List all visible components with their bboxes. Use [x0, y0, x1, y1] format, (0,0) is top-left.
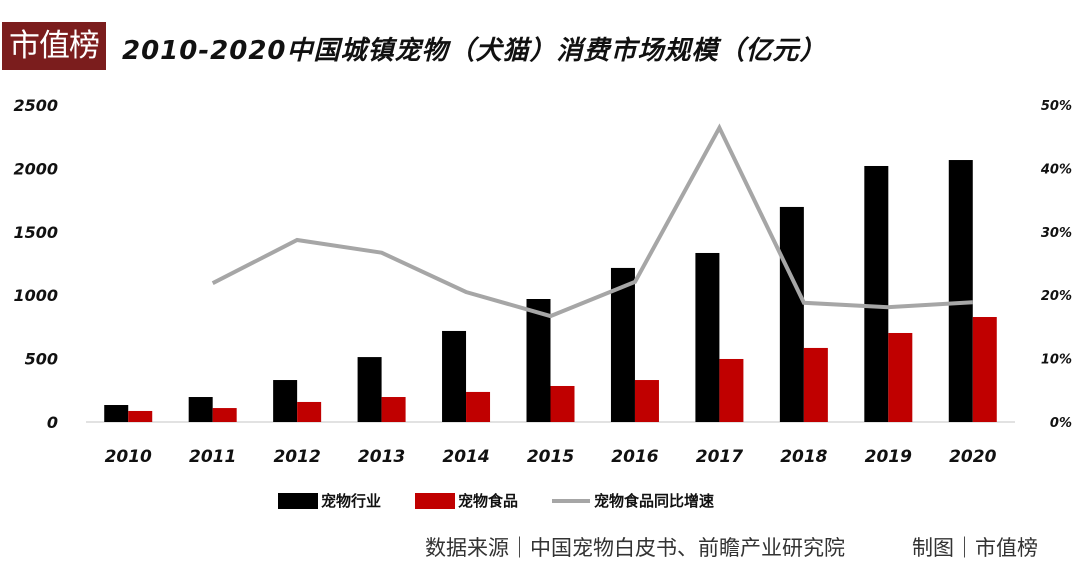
x-tick-label: 2011 — [189, 447, 236, 467]
x-tick-label: 2017 — [696, 447, 743, 467]
right-axis-ticks: 0% 10% 20% 30% 40% 50% — [1040, 99, 1072, 431]
right-tick-label: 50% — [1041, 99, 1072, 114]
bar-industry — [273, 380, 298, 422]
left-tick-label: 2000 — [13, 159, 58, 178]
bar-food — [972, 317, 997, 422]
left-tick-label: 1500 — [13, 223, 58, 242]
bar-industry — [526, 299, 551, 422]
x-tick-label: 2014 — [442, 447, 489, 467]
brand-logo: 市值榜 — [2, 22, 106, 70]
x-axis-ticks: 2010 2011 2012 2013 2014 2015 2016 2017 2018 2019… — [105, 447, 997, 467]
chart-legend: 宠物行业 宠物食品 宠物食品同比增速 — [278, 490, 748, 511]
bar-food — [466, 391, 491, 422]
left-tick-label: 1000 — [13, 286, 58, 305]
bar-industry — [695, 252, 720, 422]
right-tick-label: 40% — [1040, 162, 1072, 177]
bar-industry — [104, 405, 129, 422]
legend-swatch-growth — [552, 498, 591, 503]
left-tick-label: 2500 — [13, 96, 58, 115]
bar-series — [104, 160, 997, 423]
growth-line-series — [211, 123, 973, 319]
bar-food — [888, 332, 913, 422]
bar-industry — [864, 165, 889, 423]
x-tick-label: 2019 — [865, 447, 912, 467]
x-tick-label: 2010 — [105, 447, 152, 467]
legend-label: 宠物食品同比增速 — [594, 492, 715, 510]
chart-canvas: 0 500 1000 1500 2000 2500 0% 10% 20% 30% 40% 50% 2… — [13, 96, 1072, 467]
bar-industry — [610, 267, 635, 422]
chart-title: 2010-2020中国城镇宠物（犬猫）消费市场规模（亿元） — [122, 36, 827, 66]
legend-label: 宠物食品 — [458, 492, 519, 510]
data-source-note: 数据来源｜中国宠物白皮书、前瞻产业研究院 — [425, 536, 845, 560]
right-tick-label: 30% — [1041, 226, 1072, 241]
bar-food — [719, 358, 744, 422]
legend-label: 宠物行业 — [321, 492, 382, 510]
x-tick-label: 2013 — [358, 447, 405, 467]
right-tick-label: 20% — [1041, 289, 1072, 304]
left-tick-label: 500 — [25, 350, 58, 369]
bar-industry — [779, 206, 804, 422]
bar-food — [634, 380, 659, 422]
right-tick-label: 0% — [1050, 416, 1072, 431]
x-tick-label: 2015 — [527, 447, 574, 467]
left-axis-ticks: 0 500 1000 1500 2000 2500 — [13, 96, 58, 432]
legend-swatch-food — [415, 492, 456, 509]
bar-industry — [357, 357, 382, 422]
bar-industry — [188, 397, 213, 422]
bar-industry — [948, 160, 973, 423]
bar-food — [212, 408, 237, 422]
x-tick-label: 2016 — [611, 447, 658, 467]
right-tick-label: 10% — [1041, 353, 1072, 368]
x-tick-label: 2020 — [949, 447, 996, 467]
bar-food — [128, 410, 153, 422]
bar-food — [297, 401, 322, 422]
bar-food — [381, 397, 406, 422]
legend-item-food: 宠物食品 — [415, 490, 518, 511]
x-tick-label: 2012 — [273, 447, 320, 467]
bar-food — [803, 347, 828, 422]
bar-industry — [442, 330, 467, 422]
legend-item-growth: 宠物食品同比增速 — [552, 490, 714, 511]
chart-credit: 制图｜市值榜 — [912, 536, 1038, 560]
legend-swatch-industry — [278, 492, 318, 509]
x-tick-label: 2018 — [780, 447, 827, 467]
legend-item-industry: 宠物行业 — [278, 490, 381, 511]
left-tick-label: 0 — [47, 413, 58, 432]
bar-food — [550, 385, 575, 422]
